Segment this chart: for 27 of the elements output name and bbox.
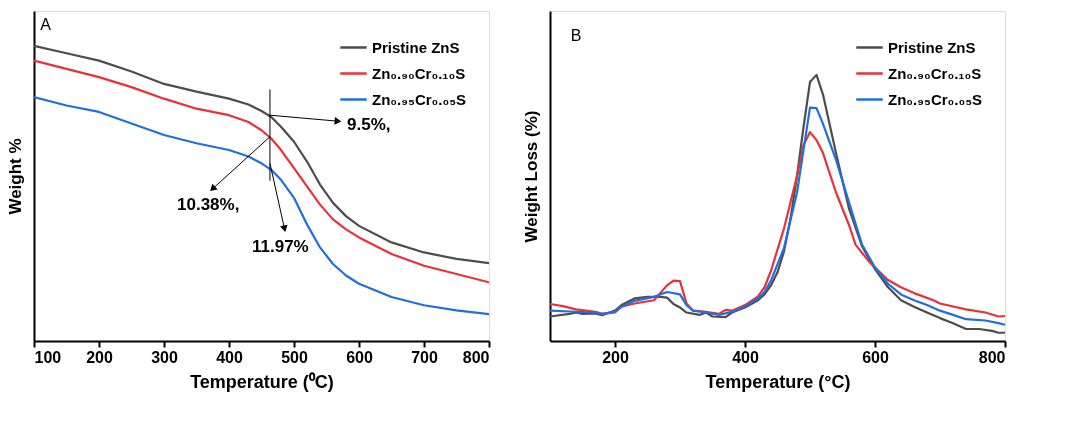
y-axis-title: Weight %: [5, 138, 25, 215]
x-tick-label: 700: [411, 348, 438, 366]
x-tick-label: 800: [462, 348, 490, 366]
legend-label: Pristine ZnS: [372, 38, 460, 56]
legend-label: Zn₀.₉₅Cr₀.₀₅S: [372, 90, 467, 108]
y-axis-title: Weight Loss (%): [521, 110, 541, 243]
x-tick-label: 500: [281, 348, 308, 366]
annotation: 9.5%,: [347, 114, 391, 134]
x-tick-label: 800: [978, 348, 1006, 366]
legend-label: Pristine ZnS: [888, 38, 976, 56]
x-tick-label: 600: [862, 348, 889, 366]
x-tick-label: 100: [34, 348, 62, 366]
x-tick-label: 400: [732, 348, 759, 366]
x-axis-title: Temperature (⁰C): [190, 371, 334, 392]
text: A: [40, 16, 52, 34]
x-tick-label: 600: [346, 348, 373, 366]
x-tick-label: 200: [86, 348, 113, 366]
x-tick-label: 300: [151, 348, 178, 366]
x-tick-label: 200: [602, 348, 629, 366]
legend-label: Zn₀.₉₀Cr₀.₁₀S: [372, 64, 466, 82]
legend-label: Zn₀.₉₅Cr₀.₀₅S: [888, 90, 983, 108]
annotation: 10.38%,: [177, 195, 240, 215]
text: B: [570, 26, 582, 44]
legend-label: Zn₀.₉₀Cr₀.₁₀S: [888, 64, 982, 82]
annotation: 11.97%: [251, 237, 309, 257]
x-axis-title: Temperature (°C): [705, 371, 851, 392]
x-tick-label: 400: [216, 348, 243, 366]
